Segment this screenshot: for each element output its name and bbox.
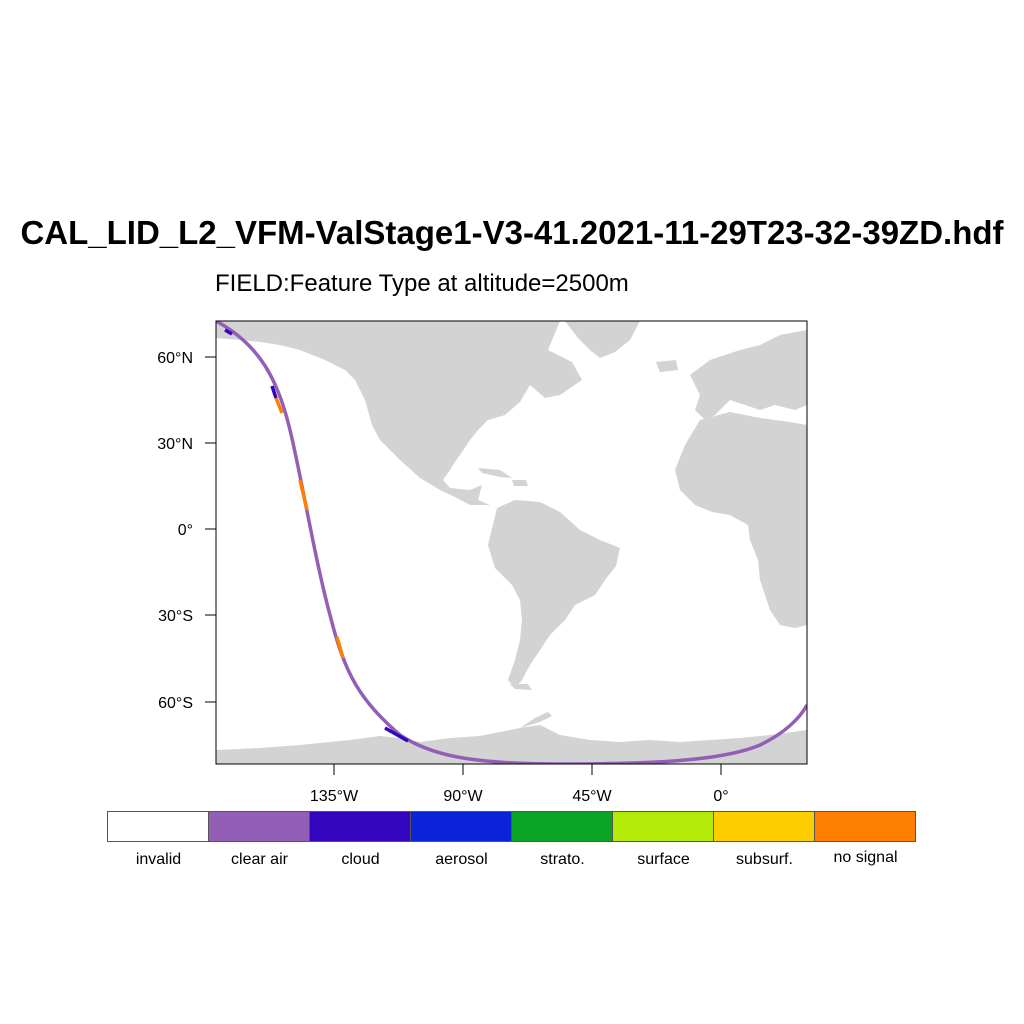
north-america-land — [216, 321, 582, 505]
colorbar-swatch-cloud — [309, 811, 411, 842]
colorbar-swatch-no-signal — [814, 811, 916, 842]
colorbar-label: aerosol — [435, 851, 488, 868]
colorbar-label: strato. — [540, 851, 585, 868]
plot-subtitle: FIELD:Feature Type at altitude=2500m — [215, 270, 629, 297]
hispaniola-land — [512, 480, 528, 486]
lat-tick-label: 30°N — [157, 436, 193, 453]
colorbar-label: clear air — [231, 851, 288, 868]
track-cloud-segment — [224, 328, 233, 336]
iceland-land — [656, 360, 678, 372]
colorbar-swatch-strato — [511, 811, 613, 842]
lon-tick-label: 45°W — [572, 788, 612, 805]
lat-tick-label: 60°S — [158, 695, 193, 712]
antarctica-land — [216, 725, 807, 764]
track-nosignal-segment — [274, 397, 284, 414]
lat-tick-label: 60°N — [157, 350, 193, 367]
colorbar-swatch-clear-air — [208, 811, 310, 842]
map-frame — [215, 320, 808, 765]
colorbar-label: invalid — [135, 851, 182, 868]
colorbar-swatch-aerosol — [410, 811, 512, 842]
plot-title: CAL_LID_L2_VFM-ValStage1-V3-41.2021-11-2… — [20, 214, 1004, 251]
lat-tick-label: 0° — [178, 522, 193, 539]
europe-land — [690, 330, 807, 420]
calipso-track — [216, 321, 807, 764]
land-layer — [216, 321, 807, 764]
antarctic-peninsula-land — [520, 712, 552, 728]
track-cloud-segment — [270, 385, 278, 399]
colorbar-label: subsurf. — [736, 851, 793, 868]
cuba-land — [478, 468, 512, 478]
africa-land — [675, 412, 807, 628]
track-layer — [216, 321, 807, 764]
lon-tick-label: 0° — [713, 788, 728, 805]
colorbar-label: no signal — [833, 849, 898, 866]
greenland-land — [565, 321, 640, 358]
colorbar-label: surface — [637, 851, 690, 868]
lat-tick-label: 30°S — [158, 608, 193, 625]
colorbar-swatch-subsurf — [713, 811, 815, 842]
lon-tick-label: 135°W — [310, 788, 359, 805]
south-america-land — [488, 500, 620, 688]
colorbar-swatch-invalid — [107, 811, 209, 842]
lon-tick-label: 90°W — [443, 788, 483, 805]
lat-ticks — [205, 356, 216, 703]
colorbar-label: cloud — [341, 851, 380, 868]
track-nosignal-segment — [298, 479, 309, 511]
british-isles-land — [700, 372, 715, 395]
track-cloud-segment — [384, 726, 409, 743]
lon-ticks — [333, 764, 722, 775]
track-nosignal-segment — [335, 636, 345, 659]
tierra-del-fuego-land — [510, 684, 532, 690]
colorbar-swatch-surface — [612, 811, 714, 842]
